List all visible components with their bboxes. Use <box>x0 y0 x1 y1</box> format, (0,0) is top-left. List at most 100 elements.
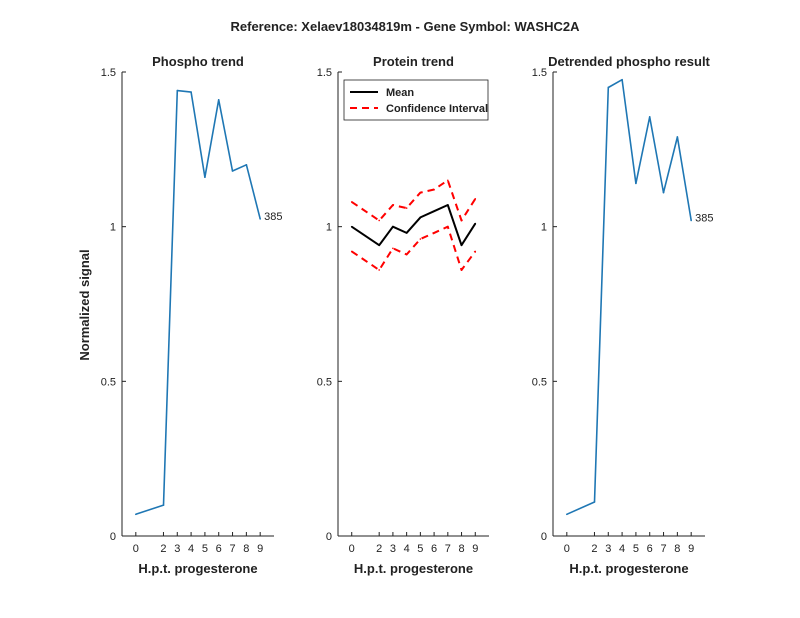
y-tick-label: 1.5 <box>101 67 116 79</box>
y-tick-label: 0 <box>541 531 547 543</box>
data-point <box>433 188 435 191</box>
y-tick-label: 1.5 <box>317 67 332 79</box>
data-point <box>419 238 422 240</box>
data-point <box>217 99 220 101</box>
data-point <box>392 247 394 250</box>
figure-suptitle: Reference: Xelaev18034819m - Gene Symbol… <box>231 19 581 34</box>
x-tick-label: 5 <box>633 543 639 555</box>
data-point <box>433 232 435 234</box>
x-axis-label: H.p.t. progesterone <box>138 561 257 576</box>
series-line-1 <box>566 78 692 516</box>
data-point <box>378 244 380 247</box>
y-tick-label: 1 <box>541 222 547 234</box>
data-point <box>419 191 422 194</box>
data-point <box>460 219 463 222</box>
x-tick-label: 4 <box>619 543 625 555</box>
legend: Mean Confidence Interval <box>343 79 489 121</box>
data-point <box>378 219 380 222</box>
data-point <box>231 170 234 172</box>
data-point <box>419 216 422 219</box>
data-point <box>350 225 353 228</box>
chart-panel-2: Protein trend H.p.t. progesterone 0 0.5 1 1.5… <box>317 54 489 576</box>
data-point <box>204 176 206 178</box>
end-point-label: 385 <box>264 211 282 223</box>
x-tick-label: 0 <box>349 543 355 555</box>
x-tick-label: 3 <box>174 543 180 555</box>
chart-title: Protein trend <box>373 54 454 69</box>
series-line-1 <box>351 204 477 247</box>
x-tick-label: 7 <box>660 543 666 555</box>
data-point <box>621 78 623 81</box>
x-tick-label: 2 <box>591 543 597 555</box>
data-point <box>460 269 463 271</box>
x-tick-label: 2 <box>376 543 382 555</box>
x-tick-label: 8 <box>458 543 464 555</box>
x-tick-label: 8 <box>674 543 680 555</box>
data-point <box>392 204 394 206</box>
x-tick-label: 8 <box>243 543 249 555</box>
y-tick-label: 0 <box>110 531 116 543</box>
legend-label: Mean <box>386 87 414 99</box>
legend-label: Confidence Interval <box>386 103 488 115</box>
data-point <box>593 501 596 503</box>
y-axis-label: Normalized signal <box>77 249 92 360</box>
x-tick-label: 3 <box>390 543 396 555</box>
data-point <box>447 204 449 206</box>
data-point <box>405 207 408 209</box>
data-point <box>648 116 651 118</box>
series-line-1 <box>135 89 261 516</box>
data-point <box>392 225 394 228</box>
y-tick-label: 1 <box>326 222 332 234</box>
x-tick-label: 7 <box>445 543 451 555</box>
data-point <box>690 219 692 222</box>
legend-box <box>343 79 489 121</box>
x-tick-label: 7 <box>229 543 235 555</box>
data-point <box>447 225 449 228</box>
x-tick-label: 6 <box>431 543 437 555</box>
data-point <box>245 164 248 166</box>
end-point-label: 385 <box>695 212 713 224</box>
data-point <box>405 253 408 256</box>
x-axis-label: H.p.t. progesterone <box>569 561 688 576</box>
y-tick-label: 1 <box>110 222 116 234</box>
chart-panels: Phospho trend H.p.t. progesterone 0 0.5 1 1.5… <box>101 54 714 576</box>
data-point <box>447 179 449 182</box>
data-point <box>378 269 380 271</box>
x-tick-label: 5 <box>417 543 423 555</box>
x-tick-label: 6 <box>647 543 653 555</box>
data-point <box>433 210 435 212</box>
series-line-2 <box>351 179 477 222</box>
data-point <box>176 89 179 92</box>
data-point <box>190 91 192 93</box>
x-tick-label: 6 <box>216 543 222 555</box>
data-point <box>662 191 665 194</box>
y-tick-label: 0.5 <box>101 376 116 388</box>
y-tick-label: 0 <box>326 531 332 543</box>
data-point <box>676 136 679 138</box>
x-tick-label: 9 <box>472 543 478 555</box>
data-point <box>350 201 353 203</box>
data-point <box>607 86 610 89</box>
data-point <box>259 218 261 220</box>
data-point <box>350 250 353 253</box>
x-tick-label: 3 <box>605 543 611 555</box>
data-point <box>405 232 408 234</box>
chart-panel-3: Detrended phospho result H.p.t. progester… <box>532 54 714 576</box>
x-tick-label: 5 <box>202 543 208 555</box>
y-tick-label: 0.5 <box>532 376 547 388</box>
x-tick-label: 4 <box>404 543 410 555</box>
data-point <box>460 244 463 247</box>
data-point <box>635 182 637 185</box>
chart-panel-1: Phospho trend H.p.t. progesterone 0 0.5 1 1.5… <box>101 54 283 576</box>
series-line-3 <box>351 225 477 271</box>
x-tick-label: 9 <box>688 543 694 555</box>
y-tick-label: 0.5 <box>317 376 332 388</box>
data-point <box>566 513 568 516</box>
data-point <box>474 198 477 200</box>
data-point <box>135 513 137 516</box>
x-tick-label: 0 <box>564 543 570 555</box>
y-tick-label: 1.5 <box>532 67 547 79</box>
x-tick-label: 2 <box>160 543 166 555</box>
x-axis-label: H.p.t. progesterone <box>354 561 473 576</box>
